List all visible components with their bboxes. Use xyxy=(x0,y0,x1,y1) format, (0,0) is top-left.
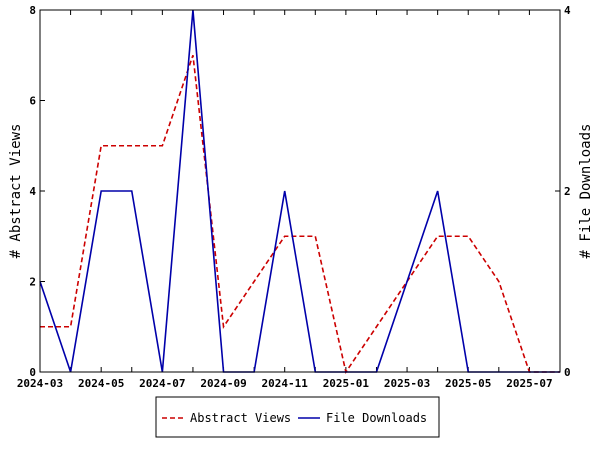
x-tick-label: 2024-05 xyxy=(78,377,124,390)
x-tick-label: 2025-05 xyxy=(445,377,491,390)
x-tick-label: 2024-07 xyxy=(139,377,185,390)
series-line-abstract-views xyxy=(40,54,560,374)
x-tick-label: 2025-01 xyxy=(323,377,370,390)
right-y-axis-ticks: 0 2 4 xyxy=(555,4,571,379)
legend-label-abstract-views: Abstract Views xyxy=(190,411,291,425)
left-y-axis-ticks: 0 2 4 6 8 xyxy=(29,4,45,379)
y2-tick-label: 4 xyxy=(564,4,571,17)
x-tick-label: 2025-03 xyxy=(384,377,430,390)
series-line-file-downloads xyxy=(39,9,560,373)
y-tick-label: 6 xyxy=(29,95,36,108)
x-tick-label: 2025-07 xyxy=(506,377,552,390)
legend-box xyxy=(155,396,440,438)
y-tick-label: 4 xyxy=(29,185,36,198)
x-tick-label: 2024-09 xyxy=(200,377,246,390)
plot-area-frame xyxy=(39,9,561,373)
x-tick-label: 2024-03 xyxy=(17,377,63,390)
right-y-axis-title: # File Downloads xyxy=(578,124,594,259)
y2-tick-label: 0 xyxy=(564,366,571,379)
y-tick-label: 0 xyxy=(29,366,36,379)
y2-tick-label: 2 xyxy=(564,185,571,198)
series-lines xyxy=(39,9,560,374)
left-y-axis-title: # Abstract Views xyxy=(8,124,24,259)
y-tick-label: 2 xyxy=(29,276,36,289)
y-tick-label: 8 xyxy=(29,4,36,17)
legend: Abstract Views File Downloads xyxy=(155,396,440,438)
x-axis-ticks: 2024-03 2024-05 2024-07 2024-09 2024-11 2025-… xyxy=(17,10,561,390)
legend-label-file-downloads: File Downloads xyxy=(326,411,427,425)
x-tick-label: 2024-11 xyxy=(262,377,309,390)
